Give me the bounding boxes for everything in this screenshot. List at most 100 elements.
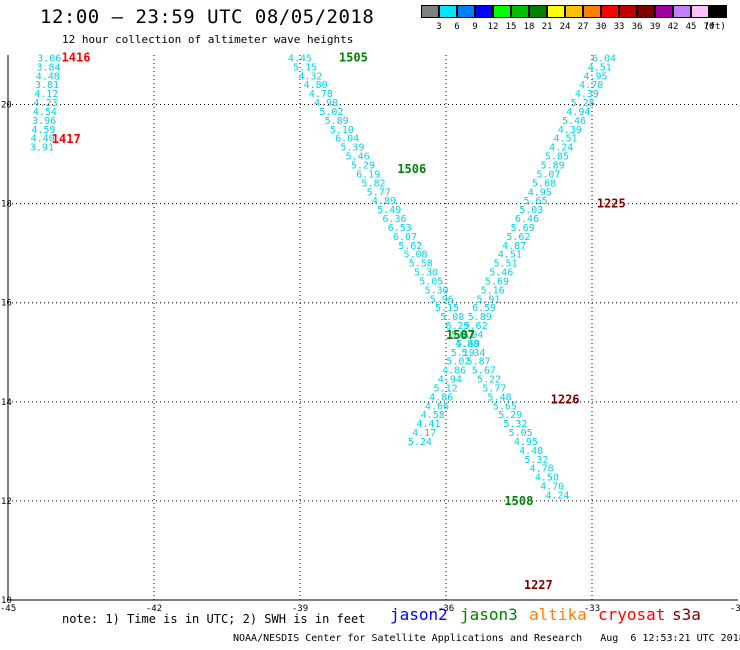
legend-label: 45 bbox=[685, 22, 697, 32]
wave-height-value: 6.04 bbox=[335, 134, 359, 145]
wave-height-value: 5.34 bbox=[461, 348, 485, 359]
wave-height-value: 5.77 bbox=[482, 383, 506, 394]
pass-number-label: 1505 bbox=[339, 50, 368, 64]
legend-swatch bbox=[655, 5, 673, 18]
wave-height-value: 5.39 bbox=[340, 143, 364, 154]
legend-swatch bbox=[511, 5, 529, 18]
wave-height-value: 5.28 bbox=[571, 98, 595, 109]
pass-number-label: 1417 bbox=[52, 132, 81, 146]
legend-label: 12 bbox=[487, 22, 499, 32]
wave-height-value: 5.15 bbox=[435, 303, 459, 314]
wave-height-value: 5.46 bbox=[489, 268, 513, 279]
wave-height-value: 5.02 bbox=[446, 357, 470, 368]
wave-height-value: 5.19 bbox=[451, 348, 475, 359]
lat-tick-label: 12 bbox=[1, 497, 12, 507]
wave-height-value: 4.48 bbox=[519, 446, 543, 457]
wave-height-value: 5.49 bbox=[456, 339, 480, 350]
legend-swatch bbox=[529, 5, 547, 18]
legend-label: 6 bbox=[454, 22, 460, 32]
wave-height-value: 6.53 bbox=[388, 223, 412, 234]
wave-height-value: 5.05 bbox=[419, 276, 443, 287]
wave-height-value: 5.49 bbox=[377, 205, 401, 216]
chart-subtitle: 12 hour collection of altimeter wave hei… bbox=[62, 33, 354, 46]
wave-height-value: 5.89 bbox=[468, 312, 492, 323]
wave-height-value: 4.41 bbox=[416, 419, 440, 430]
wave-height-value: 5.22 bbox=[477, 375, 501, 386]
legend-label: 30 bbox=[595, 22, 607, 32]
wave-height-value: 5.68 bbox=[532, 178, 556, 189]
legend-swatch bbox=[619, 5, 637, 18]
legend-swatch bbox=[709, 5, 727, 18]
wave-height-value: 5.29 bbox=[498, 410, 522, 421]
wave-height-value: 3.96 bbox=[32, 116, 56, 127]
wave-height-value: 4.78 bbox=[530, 464, 554, 475]
lat-tick-label: 20 bbox=[1, 101, 12, 111]
wave-height-value: 6.36 bbox=[382, 214, 406, 225]
legend-swatch bbox=[457, 5, 475, 18]
wave-height-value: 4.80 bbox=[304, 80, 328, 91]
lon-tick-label: -39 bbox=[292, 604, 308, 614]
wave-height-value: 5.89 bbox=[325, 116, 349, 127]
wave-height-value: 4.87 bbox=[502, 241, 526, 252]
wave-height-value: 5.32 bbox=[503, 419, 527, 430]
wave-height-value: 5.62 bbox=[398, 241, 422, 252]
legend-swatch bbox=[475, 5, 493, 18]
legend-label: 27 bbox=[577, 22, 589, 32]
legend-label: 18 bbox=[523, 22, 535, 32]
legend-unit: (ft) bbox=[704, 22, 726, 32]
legend-label: 33 bbox=[613, 22, 625, 32]
pass-number-label: 1506 bbox=[397, 162, 426, 176]
pass-number-label: 1507 bbox=[446, 328, 475, 342]
wave-height-value: 4.86 bbox=[429, 392, 453, 403]
legend-swatch bbox=[673, 5, 691, 18]
wave-height-value: 5.87 bbox=[467, 357, 491, 368]
satellite-legend-jason3: jason3 bbox=[460, 605, 518, 624]
wave-height-value: 5.29 bbox=[351, 160, 375, 171]
wave-height-value: 5.69 bbox=[485, 276, 509, 287]
wave-height-value: 4.24 bbox=[549, 143, 573, 154]
wave-height-value: 3.81 bbox=[35, 80, 59, 91]
wave-height-value: 5.15 bbox=[293, 62, 317, 73]
wave-height-value: 5.62 bbox=[464, 321, 488, 332]
legend-label: 21 bbox=[541, 22, 553, 32]
wave-height-value: 5.24 bbox=[408, 437, 432, 448]
pass-number-label: 1226 bbox=[551, 392, 580, 406]
wave-height-value: 4.86 bbox=[442, 366, 466, 377]
wave-height-value: 4.78 bbox=[579, 80, 603, 91]
satellite-legend-s3a: s3a bbox=[672, 605, 701, 624]
lat-tick-label: 18 bbox=[1, 200, 12, 210]
wave-height-value: 5.89 bbox=[541, 160, 565, 171]
wave-height-value: 4.51 bbox=[498, 250, 522, 261]
wave-height-value: 5.69 bbox=[511, 223, 535, 234]
lat-tick-label: 10 bbox=[1, 596, 12, 606]
wave-height-value: 4.66 bbox=[425, 401, 449, 412]
lat-tick-label: 16 bbox=[1, 299, 12, 309]
wave-height-value: 5.85 bbox=[545, 152, 569, 163]
wave-height-color-legend: 3 6 9 12 15 18 21 24 27 30 33 36 39 42 45 70 (ft) bbox=[421, 5, 729, 33]
wave-height-value: 4.48 bbox=[36, 71, 60, 82]
legend-swatch bbox=[565, 5, 583, 18]
wave-height-value: 4.94 bbox=[438, 375, 462, 386]
wave-height-value: 5.30 bbox=[414, 268, 438, 279]
wave-height-value: 4.89 bbox=[372, 196, 396, 207]
wave-height-value: 5.02 bbox=[319, 107, 343, 118]
wave-height-value: 4.58 bbox=[421, 410, 445, 421]
wave-height-value: 4.45 bbox=[288, 53, 312, 64]
lon-tick-label: -42 bbox=[146, 604, 162, 614]
wave-height-value: 5.46 bbox=[562, 116, 586, 127]
wave-height-value: 5.65 bbox=[523, 196, 547, 207]
wave-height-value: 5.96 bbox=[430, 294, 454, 305]
wave-height-value: 4.54 bbox=[33, 107, 57, 118]
lat-tick-label: 14 bbox=[1, 398, 12, 408]
legend-swatch bbox=[439, 5, 457, 18]
pass-number-label: 1225 bbox=[597, 197, 626, 211]
wave-height-value: 3.06 bbox=[37, 53, 61, 64]
wave-height-value: 4.70 bbox=[540, 482, 564, 493]
wave-height-value: 4.95 bbox=[528, 187, 552, 198]
wave-height-value: 5.03 bbox=[519, 205, 543, 216]
wave-height-value: 5.32 bbox=[524, 455, 548, 466]
lon-tick-label: -45 bbox=[0, 604, 16, 614]
wave-height-value: 4.39 bbox=[575, 89, 599, 100]
legend-label: 3 bbox=[436, 22, 442, 32]
wave-height-value: 4.17 bbox=[412, 428, 436, 439]
